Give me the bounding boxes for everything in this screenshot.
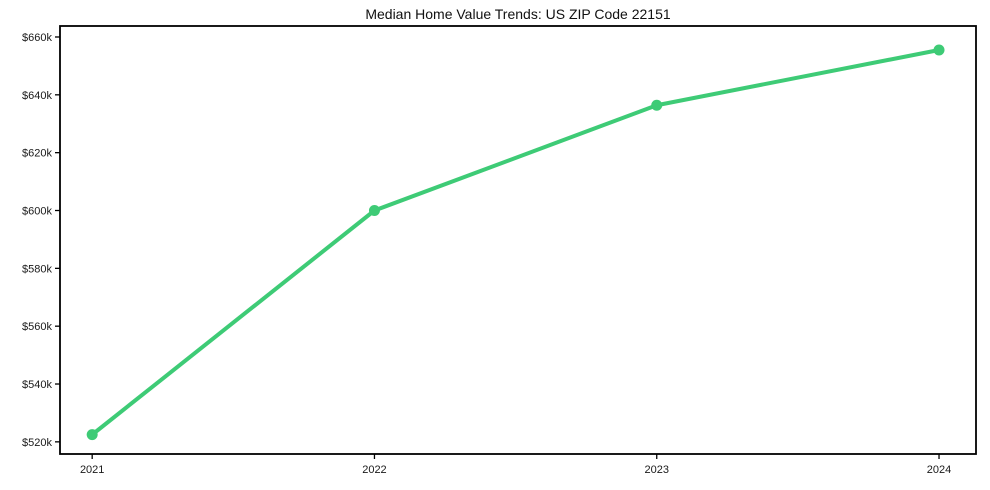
plot-area [59,25,977,455]
x-tick-label: 2024 [927,464,951,476]
y-tick-label: $620k [22,148,52,160]
y-tick-label: $600k [22,206,52,218]
data-point-2022 [368,205,380,217]
x-tick-label: 2022 [362,464,386,476]
data-point-2021 [86,429,98,441]
y-tick-label: $560k [22,321,52,333]
y-tick-label: $540k [22,379,52,391]
y-tick-label: $580k [22,263,52,275]
data-point-2023 [651,99,663,111]
x-tick-label: 2023 [644,464,668,476]
y-tick-label: $660k [22,32,52,44]
data-point-2024 [933,44,945,56]
y-tick-label: $640k [22,90,52,102]
trend-line [90,48,942,437]
chart-title: Median Home Value Trends: US ZIP Code 22… [365,6,671,22]
y-tick-label: $520k [22,437,52,449]
x-tick-label: 2021 [80,464,104,476]
